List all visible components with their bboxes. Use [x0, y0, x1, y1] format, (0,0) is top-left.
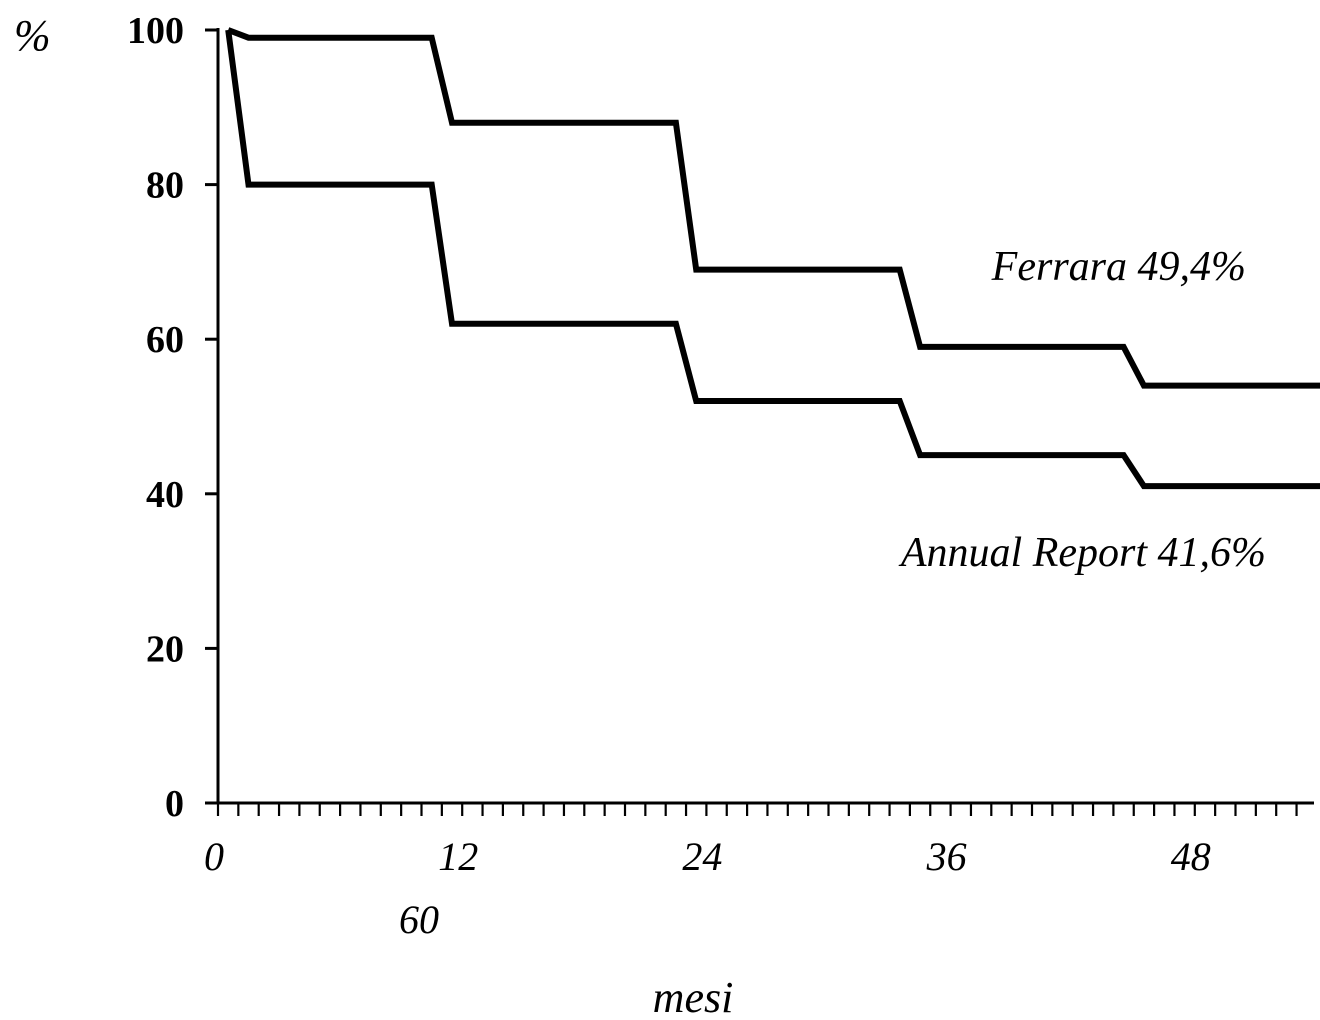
x-tick-label: 12 — [438, 834, 478, 879]
series-label-ferrara: Ferrara 49,4% — [991, 244, 1246, 290]
y-tick-label: 60 — [146, 319, 184, 361]
y-axis-label: % — [14, 11, 51, 60]
x-tick-label: 24 — [682, 834, 722, 879]
y-tick-label: 80 — [146, 165, 184, 207]
x-ticks: 0 12 24 36 48 — [204, 803, 1298, 879]
chart-axes — [206, 28, 1314, 805]
series-lines — [225, 27, 1320, 490]
series-line-annual-report — [225, 29, 1320, 490]
series-line-ferrara — [227, 27, 1320, 389]
x-tick-label: 48 — [1171, 834, 1211, 879]
series-label-annual-report: Annual Report 41,6% — [898, 530, 1266, 576]
x-axis-label: mesi — [653, 973, 734, 1020]
y-tick-label: 20 — [146, 628, 184, 670]
y-tick-label: 40 — [146, 474, 184, 516]
y-ticks: 0 20 40 60 80 100 — [127, 10, 218, 825]
y-tick-label: 0 — [165, 783, 184, 825]
x-tick-label: 36 — [926, 834, 967, 879]
x-tick-label: 0 — [204, 834, 224, 879]
x-extra-tick-label: 60 — [399, 897, 439, 942]
y-tick-label: 100 — [127, 10, 184, 52]
